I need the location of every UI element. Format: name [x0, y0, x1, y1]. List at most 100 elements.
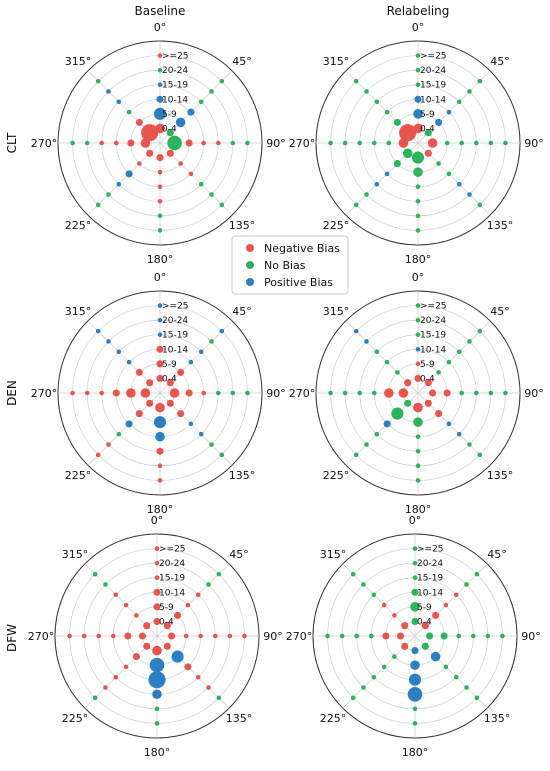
bias-marker	[103, 685, 108, 690]
bias-marker	[374, 431, 380, 437]
angle-label: 270°	[28, 630, 55, 643]
angle-label: 90°	[266, 137, 286, 150]
bias-marker	[415, 228, 421, 233]
bias-marker	[156, 154, 164, 162]
row-label-den: DEN	[5, 380, 19, 406]
ring-label: 15-19	[162, 81, 188, 91]
bias-marker	[407, 686, 423, 702]
bias-marker	[135, 410, 143, 418]
bias-marker	[227, 633, 233, 639]
bias-marker	[126, 109, 132, 115]
bias-marker	[183, 633, 189, 639]
bias-marker	[384, 109, 390, 115]
angle-label: 180°	[405, 253, 432, 266]
bias-marker	[353, 452, 359, 458]
bias-marker	[383, 420, 391, 428]
bias-marker	[488, 390, 494, 396]
bias-marker	[424, 149, 432, 157]
legend-box	[231, 235, 349, 295]
bias-marker	[138, 632, 146, 640]
bias-marker	[393, 160, 401, 168]
bias-marker	[357, 390, 363, 396]
bias-marker	[426, 632, 434, 640]
bias-marker	[219, 78, 225, 84]
bias-marker	[350, 695, 356, 701]
ring-label: 15-19	[162, 331, 188, 341]
bias-marker	[184, 663, 192, 671]
ring-label: 10-14	[162, 345, 188, 355]
bias-marker	[185, 602, 191, 608]
bias-marker	[500, 633, 505, 639]
bias-marker	[167, 135, 182, 151]
bias-marker	[106, 89, 111, 94]
bias-marker	[474, 695, 480, 701]
bias-marker	[364, 89, 369, 94]
bias-marker	[415, 213, 421, 219]
bias-marker	[143, 642, 151, 650]
bias-marker	[92, 695, 98, 701]
bias-marker	[219, 328, 225, 334]
ring-label: 10-14	[417, 588, 443, 598]
bias-marker	[146, 149, 154, 157]
ring-label: 0-4	[162, 374, 177, 384]
angle-label: 0°	[154, 271, 167, 284]
bias-marker	[415, 53, 421, 58]
angle-label: 180°	[405, 503, 432, 516]
bias-marker	[395, 370, 400, 375]
bias-marker	[374, 349, 380, 355]
bias-marker	[178, 161, 183, 166]
bias-marker	[188, 421, 194, 427]
bias-marker	[453, 674, 459, 680]
bias-marker	[106, 339, 111, 344]
bias-marker	[477, 328, 483, 334]
bias-marker	[414, 374, 422, 382]
bias-marker	[415, 317, 421, 323]
bias-marker	[410, 602, 420, 612]
ring-label: 15-19	[420, 81, 446, 91]
bias-marker	[446, 171, 452, 177]
bias-marker	[473, 390, 479, 396]
bias-marker	[198, 181, 204, 187]
bias-marker	[126, 359, 132, 365]
angle-label: 315°	[323, 305, 350, 318]
bias-marker	[174, 611, 182, 619]
bias-marker	[99, 390, 105, 396]
ring-label: 5-9	[420, 360, 435, 370]
bias-marker	[215, 140, 221, 146]
angle-label: 225°	[323, 469, 350, 482]
bias-marker	[106, 442, 111, 447]
bias-marker	[67, 633, 72, 639]
bias-marker	[354, 633, 360, 639]
angle-label: 315°	[65, 55, 92, 68]
angle-label: 180°	[147, 253, 174, 266]
bias-marker	[113, 140, 119, 146]
bias-marker	[398, 388, 409, 398]
bias-marker	[113, 674, 119, 680]
bias-marker	[157, 213, 163, 219]
bias-marker	[404, 399, 412, 407]
bias-marker	[206, 582, 211, 587]
bias-marker	[444, 140, 450, 146]
ring-label: 10-14	[162, 95, 188, 105]
bias-marker	[342, 140, 348, 146]
ring-label: 5-9	[162, 360, 177, 370]
bias-marker	[219, 452, 225, 458]
bias-marker	[401, 642, 409, 650]
bias-marker	[412, 546, 418, 551]
bias-marker	[112, 389, 120, 397]
bias-marker	[464, 685, 469, 690]
bias-marker	[415, 67, 421, 73]
angle-label: 45°	[232, 305, 252, 318]
bias-marker	[396, 632, 404, 640]
bias-marker	[166, 399, 174, 407]
bias-marker	[415, 198, 421, 204]
bias-marker	[404, 379, 412, 387]
bias-marker	[169, 388, 180, 398]
bias-marker	[325, 633, 330, 639]
bias-marker	[399, 124, 417, 142]
bias-marker	[157, 169, 163, 175]
bias-marker	[156, 345, 164, 353]
bias-marker	[446, 359, 452, 365]
bias-marker	[219, 202, 225, 208]
angle-label: 0°	[412, 21, 425, 34]
